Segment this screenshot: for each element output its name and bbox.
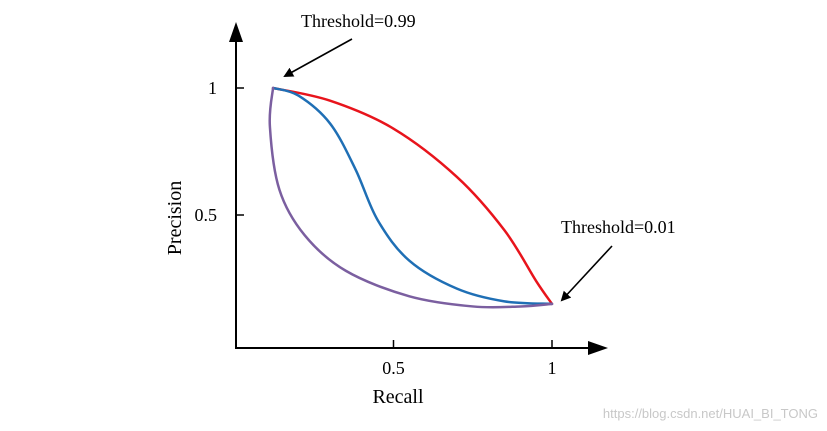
x-axis-label: Recall: [372, 386, 424, 408]
y-axis-label: Precision: [164, 181, 186, 255]
y-tick-label: 0.5: [195, 205, 218, 225]
annotation-threshold-high: Threshold=0.99: [301, 11, 416, 31]
series-line-blue: [271, 86, 554, 306]
x-tick-label: 0.5: [382, 358, 405, 378]
annotation-arrow-high: [283, 38, 353, 77]
watermark: https://blog.csdn.net/HUAI_BI_TONG: [603, 406, 818, 421]
series-line-purple: [268, 86, 554, 309]
y-axis-arrow: [229, 22, 243, 42]
x-axis-arrow: [588, 341, 608, 355]
y-tick-label: 1: [208, 78, 217, 98]
annotation-arrow-low: [560, 245, 613, 302]
annotation-threshold-low: Threshold=0.01: [561, 217, 676, 237]
x-tick-label: 1: [548, 358, 557, 378]
series-line-red: [271, 86, 554, 306]
